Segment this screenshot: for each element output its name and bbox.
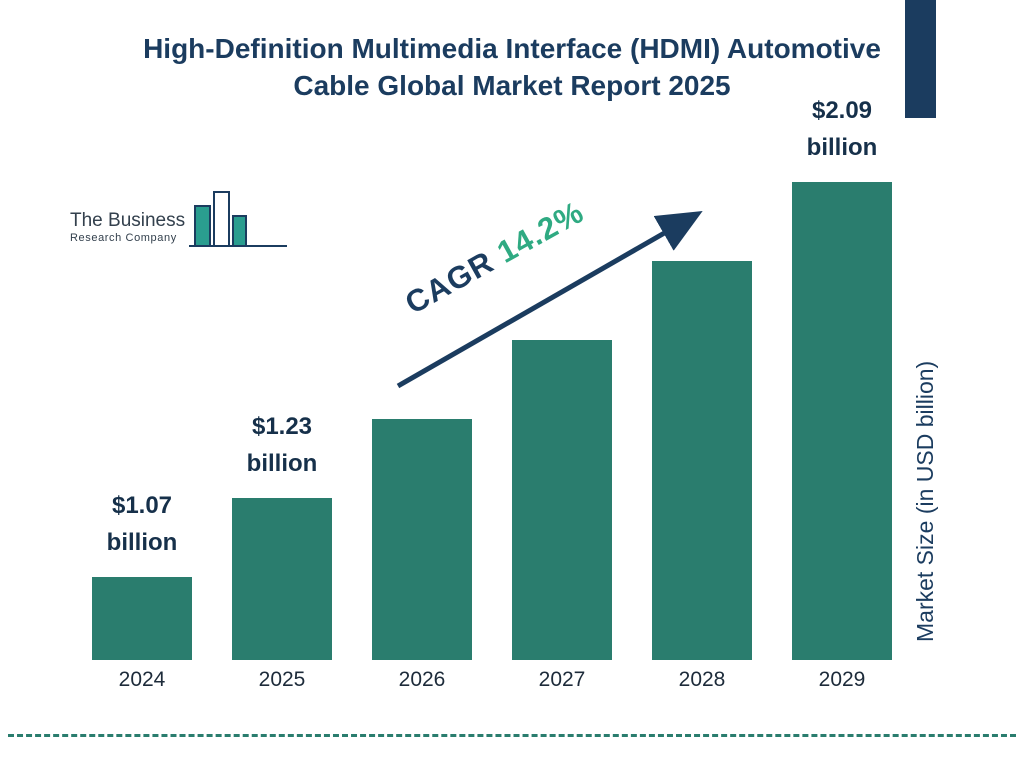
title-line-1: High-Definition Multimedia Interface (HD… xyxy=(143,33,881,64)
decorative-corner-bar xyxy=(905,0,936,118)
x-axis-tick-label: 2027 xyxy=(538,668,586,691)
bar xyxy=(792,182,892,660)
bar-chart: $1.07 billion $1.23 billion $2.09 billion xyxy=(92,85,932,660)
bar xyxy=(92,577,192,660)
bar xyxy=(512,340,612,660)
page-title: High-Definition Multimedia Interface (HD… xyxy=(0,30,1024,104)
bar-value-label: $1.23 billion xyxy=(246,413,318,477)
logo-bars-icon xyxy=(189,191,288,247)
bar-value-label: $2.09 billion xyxy=(806,97,878,161)
x-axis-tick-label: 2024 xyxy=(118,668,166,691)
x-axis: 2024 2025 2026 2027 2028 2029 xyxy=(92,668,932,692)
bar-column: $1.07 billion xyxy=(92,487,192,660)
logo-text: The Business Research Company xyxy=(70,210,185,252)
logo-subname: Research Company xyxy=(70,232,177,244)
x-axis-tick-label: 2029 xyxy=(818,668,866,691)
x-axis-tick-label: 2026 xyxy=(398,668,446,691)
bar-column: $1.23 billion xyxy=(232,408,332,660)
logo-name: The Business xyxy=(70,210,186,231)
bottom-dashed-divider xyxy=(8,734,1016,737)
y-axis-label: Market Size (in USD billion) xyxy=(912,360,938,642)
bar-column xyxy=(652,261,752,660)
x-axis-tick-label: 2028 xyxy=(678,668,726,691)
bar xyxy=(232,498,332,660)
x-axis-tick-label: 2025 xyxy=(258,668,306,691)
bar-column xyxy=(372,419,472,660)
bar-value-label: $1.07 billion xyxy=(106,492,178,556)
title-line-2: Cable Global Market Report 2025 xyxy=(293,70,731,101)
bar xyxy=(652,261,752,660)
company-logo: The Business Research Company xyxy=(70,188,289,252)
bar-column xyxy=(512,340,612,660)
bar-column: $2.09 billion xyxy=(792,92,892,660)
bar xyxy=(372,419,472,660)
